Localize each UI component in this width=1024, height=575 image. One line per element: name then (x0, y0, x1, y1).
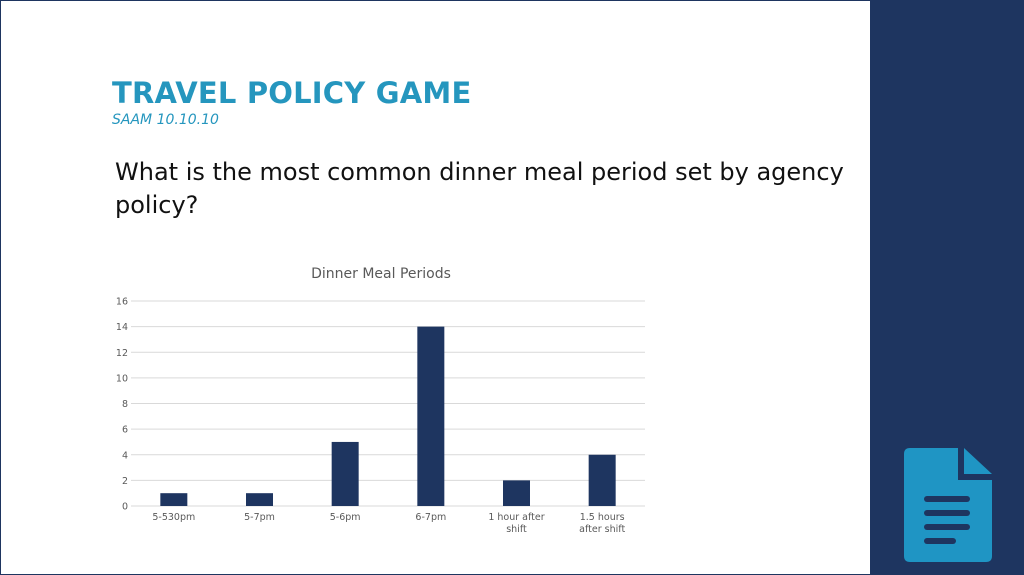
document-icon-body (904, 448, 992, 562)
x-tick-label: 1 hour after shift (488, 512, 544, 535)
y-tick-label: 10 (116, 373, 128, 384)
x-tick-label: 5-7pm (244, 512, 275, 523)
y-tick-label: 8 (122, 399, 128, 410)
bar (417, 326, 445, 506)
document-icon-line (924, 538, 956, 544)
bars (160, 326, 616, 506)
bar (246, 493, 273, 506)
gridlines (131, 300, 645, 507)
slide-title: TRAVEL POLICY GAME (112, 76, 472, 110)
document-icon-line (924, 496, 970, 502)
question-text: What is the most common dinner meal peri… (115, 158, 844, 219)
y-tick-label: 4 (122, 450, 128, 461)
bar (160, 493, 188, 506)
x-axis: 5-530pm 5-7pm 5-6pm 6-7pm 1 hour after shift 1… (152, 512, 625, 535)
x-tick-label: 1.5 hours after shift (579, 512, 625, 535)
document-icon (904, 448, 992, 562)
document-icon-line (924, 524, 970, 530)
y-tick-label: 6 (122, 425, 128, 436)
y-tick-label: 16 (116, 297, 128, 308)
y-tick-label: 0 (122, 502, 128, 513)
bar-chart: Dinner Meal Periods 0 2 4 6 8 10 12 14 16 5-530p… (116, 266, 645, 535)
slide-subtitle: SAAM 10.10.10 (112, 112, 219, 128)
x-tick-label: 5-530pm (152, 512, 195, 523)
x-tick-label: 6-7pm (415, 512, 446, 523)
chart-title: Dinner Meal Periods (311, 266, 451, 282)
bar (331, 441, 359, 506)
document-icon-line (924, 510, 970, 516)
y-tick-label: 2 (122, 476, 128, 487)
document-icon-fold (964, 448, 992, 474)
y-axis: 0 2 4 6 8 10 12 14 16 (116, 297, 128, 513)
bar (503, 480, 530, 506)
y-tick-label: 12 (116, 348, 128, 359)
bar (588, 454, 616, 506)
y-tick-label: 14 (116, 322, 128, 333)
x-tick-label: 5-6pm (330, 512, 361, 523)
